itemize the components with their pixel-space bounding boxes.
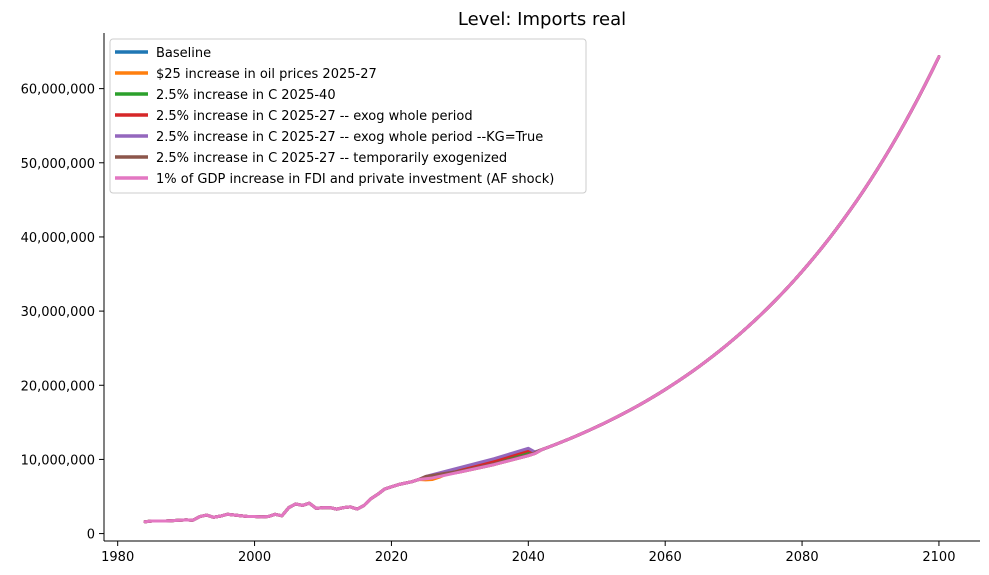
y-ticks: 0 10,000,000 20,000,000 30,000,000 40,000,00… <box>21 83 104 543</box>
x-tick-label: 2040 <box>512 550 545 565</box>
y-tick-label: 30,000,000 <box>21 305 95 320</box>
legend-label: 2.5% increase in C 2025-27 -- temporaril… <box>156 151 507 166</box>
axes <box>103 33 980 542</box>
y-tick-label: 60,000,000 <box>21 83 95 98</box>
x-tick-label: 2020 <box>375 550 408 565</box>
legend: Baseline $25 increase in oil prices 2025-… <box>109 38 587 194</box>
legend-frame <box>109 38 587 194</box>
x-tick-label: 2100 <box>922 550 955 565</box>
series-line <box>143 55 941 524</box>
x-ticks: 1980 2000 2020 2040 2060 2080 2100 <box>101 541 955 565</box>
x-tick-label: 2000 <box>238 550 271 565</box>
chart-title: Level: Imports real <box>458 9 626 30</box>
y-tick-label: 50,000,000 <box>21 157 95 172</box>
y-tick-label: 40,000,000 <box>21 231 95 246</box>
x-tick-label: 2080 <box>786 550 819 565</box>
y-tick-label: 0 <box>87 528 95 543</box>
legend-label: 2.5% increase in C 2025-40 <box>156 88 336 103</box>
legend-label: 2.5% increase in C 2025-27 -- exog whole… <box>156 109 473 124</box>
legend-label: Baseline <box>156 46 211 61</box>
y-tick-label: 20,000,000 <box>21 379 95 394</box>
y-tick-label: 10,000,000 <box>21 453 95 468</box>
plot-area <box>143 55 941 524</box>
legend-label: 2.5% increase in C 2025-27 -- exog whole… <box>156 130 543 145</box>
x-tick-label: 2060 <box>649 550 682 565</box>
x-tick-label: 1980 <box>101 550 134 565</box>
legend-label: 1% of GDP increase in FDI and private in… <box>156 172 554 187</box>
legend-label: $25 increase in oil prices 2025-27 <box>156 67 377 82</box>
